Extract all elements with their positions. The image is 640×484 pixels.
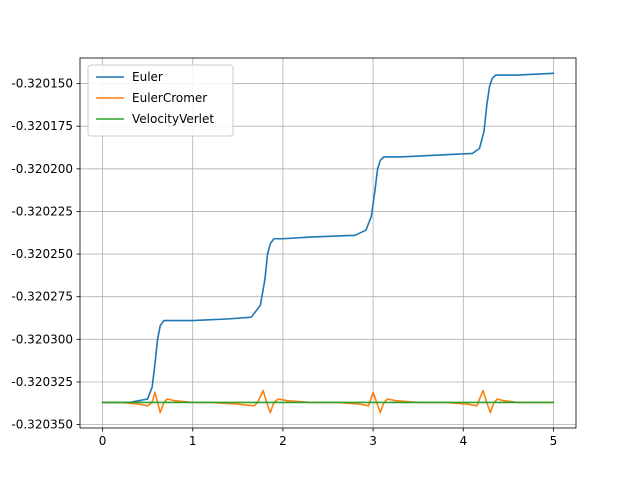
x-axis: 0 1 2 3 4 5	[99, 428, 558, 448]
x-tick-label: 1	[189, 434, 197, 448]
y-tick-label: -0.320175	[11, 119, 73, 133]
x-tick-label: 4	[459, 434, 467, 448]
y-tick-label: -0.320225	[11, 204, 73, 218]
series-line-euler	[101, 72, 555, 404]
y-tick-label: -0.320350	[11, 418, 73, 432]
legend-label-eulercromer: EulerCromer	[132, 91, 207, 105]
x-tick-label: 5	[550, 434, 558, 448]
y-tick-label: -0.320250	[11, 247, 73, 261]
y-tick-label: -0.320150	[11, 77, 73, 91]
legend-label-euler: Euler	[132, 70, 163, 84]
y-tick-label: -0.320200	[11, 162, 73, 176]
x-tick-label: 3	[369, 434, 377, 448]
legend-label-velocityverlet: VelocityVerlet	[132, 112, 214, 126]
x-tick-label: 2	[279, 434, 287, 448]
y-tick-label: -0.320300	[11, 332, 73, 346]
series-group	[101, 72, 555, 414]
y-tick-label: -0.320325	[11, 375, 73, 389]
y-tick-label: -0.320275	[11, 290, 73, 304]
y-axis: -0.320150 -0.320175 -0.320200 -0.320225 -0.3…	[11, 77, 80, 432]
axes-frame	[79, 57, 577, 429]
legend: Euler EulerCromer VelocityVerlet	[87, 64, 234, 137]
x-tick-label: 0	[99, 434, 107, 448]
legend-box	[87, 64, 234, 137]
